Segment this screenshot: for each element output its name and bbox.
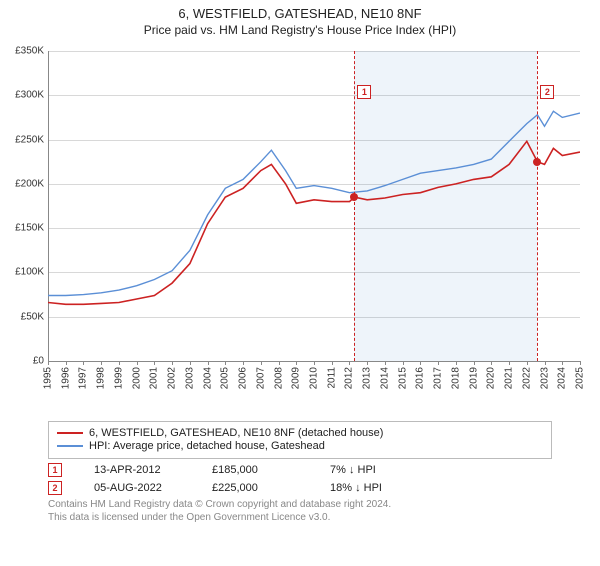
down-arrow-icon: ↓ (349, 464, 355, 476)
legend-swatch (57, 445, 83, 447)
license-line: This data is licensed under the Open Gov… (48, 512, 552, 525)
y-axis-label: £150K (0, 223, 44, 234)
sale-marker-badge: 1 (357, 85, 371, 99)
x-axis-label: 2017 (433, 367, 444, 389)
legend-swatch (57, 432, 83, 434)
x-axis-label: 2011 (326, 367, 337, 389)
x-axis-label: 2020 (486, 367, 497, 389)
sale-index-badge: 2 (48, 481, 62, 495)
x-axis-label: 2001 (149, 367, 160, 389)
x-axis-label: 1997 (78, 367, 89, 389)
legend-row: HPI: Average price, detached house, Gate… (57, 440, 543, 452)
y-axis-label: £300K (0, 90, 44, 101)
sale-vs-hpi: 7% ↓ HPI (330, 464, 420, 476)
legend-label: HPI: Average price, detached house, Gate… (89, 440, 325, 452)
price-chart: 1 2 £0 £50K £100K £150K £200K £250K £300K £350K 1… (0, 41, 600, 421)
x-axis-label: 2008 (273, 367, 284, 389)
sale-marker-badge: 2 (540, 85, 554, 99)
sale-marker-line (354, 51, 355, 361)
y-axis-label: £50K (0, 311, 44, 322)
sale-index-badge: 1 (48, 463, 62, 477)
x-axis-label: 2016 (415, 367, 426, 389)
x-axis-label: 2009 (291, 367, 302, 389)
sale-vs-hpi: 18% ↓ HPI (330, 482, 420, 494)
sale-marker-line (537, 51, 538, 361)
sale-date: 13-APR-2012 (94, 464, 184, 476)
x-axis-label: 1999 (113, 367, 124, 389)
x-axis-label: 1996 (60, 367, 71, 389)
x-axis-label: 2018 (450, 367, 461, 389)
license-text: Contains HM Land Registry data © Crown c… (48, 499, 552, 524)
sale-row: 1 13-APR-2012 £185,000 7% ↓ HPI (48, 463, 552, 477)
sale-date: 05-AUG-2022 (94, 482, 184, 494)
x-axis-label: 2025 (575, 367, 586, 389)
y-axis-label: £250K (0, 134, 44, 145)
sale-marker-dot (533, 158, 541, 166)
x-axis-label: 2003 (184, 367, 195, 389)
x-axis-label: 2002 (167, 367, 178, 389)
sale-marker-dot (350, 193, 358, 201)
x-axis-label: 2005 (220, 367, 231, 389)
legend-row: 6, WESTFIELD, GATESHEAD, NE10 8NF (detac… (57, 427, 543, 439)
series-property (48, 141, 580, 304)
x-axis-label: 2021 (504, 367, 515, 389)
x-axis-label: 1998 (96, 367, 107, 389)
y-axis-label: £350K (0, 46, 44, 57)
x-axis-label: 2012 (344, 367, 355, 389)
x-axis-label: 2019 (468, 367, 479, 389)
y-axis-label: £0 (0, 356, 44, 367)
x-axis-label: 2010 (309, 367, 320, 389)
legend: 6, WESTFIELD, GATESHEAD, NE10 8NF (detac… (48, 421, 552, 459)
chart-lines (48, 51, 580, 361)
sale-price: £225,000 (212, 482, 302, 494)
y-axis-label: £200K (0, 178, 44, 189)
page-subtitle: Price paid vs. HM Land Registry's House … (0, 23, 600, 37)
page-title: 6, WESTFIELD, GATESHEAD, NE10 8NF (0, 6, 600, 21)
legend-label: 6, WESTFIELD, GATESHEAD, NE10 8NF (detac… (89, 427, 383, 439)
x-axis-label: 2024 (557, 367, 568, 389)
x-axis-label: 2013 (362, 367, 373, 389)
x-axis-label: 2022 (521, 367, 532, 389)
x-axis-label: 2000 (131, 367, 142, 389)
series-hpi (48, 111, 580, 295)
x-axis-label: 2014 (379, 367, 390, 389)
x-axis-label: 1995 (43, 367, 54, 389)
x-axis-label: 2007 (255, 367, 266, 389)
sale-price: £185,000 (212, 464, 302, 476)
x-axis-label: 2004 (202, 367, 213, 389)
license-line: Contains HM Land Registry data © Crown c… (48, 499, 552, 512)
y-axis-label: £100K (0, 267, 44, 278)
sales-table: 1 13-APR-2012 £185,000 7% ↓ HPI 2 05-AUG-2022… (48, 463, 552, 495)
down-arrow-icon: ↓ (355, 482, 361, 494)
x-axis-label: 2015 (397, 367, 408, 389)
sale-row: 2 05-AUG-2022 £225,000 18% ↓ HPI (48, 481, 552, 495)
x-axis-label: 2023 (539, 367, 550, 389)
x-axis-label: 2006 (238, 367, 249, 389)
